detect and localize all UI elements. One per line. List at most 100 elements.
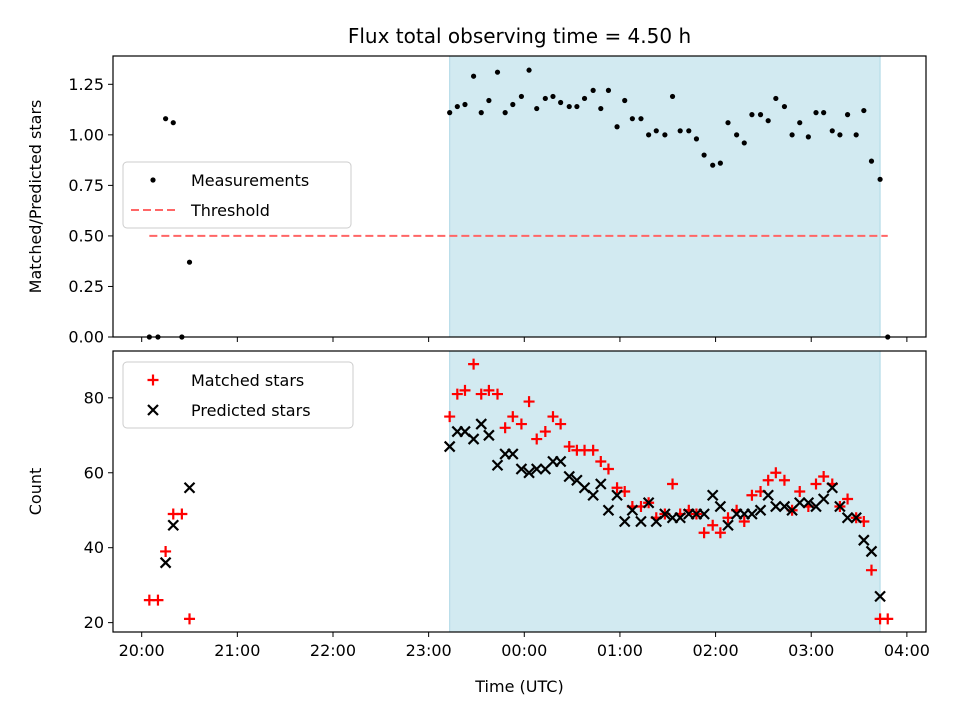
ratio-point-0-46: [765, 118, 771, 124]
count-point-1-50: [817, 493, 830, 505]
count-point-0-11: [483, 384, 495, 396]
ratio-point-0-60: [877, 176, 883, 182]
count-point-1-21: [587, 489, 599, 502]
legend-swatch-0: [147, 374, 159, 386]
count-point-0-12: [492, 388, 504, 400]
count-point-0-61: [882, 613, 894, 625]
ratio-point-0-21: [566, 103, 572, 110]
ratio-point-0-23: [581, 95, 588, 102]
ratio-point-0-36: [686, 128, 692, 134]
count-point-1-17: [554, 455, 567, 468]
count-x-tick-label: 23:00: [406, 641, 452, 660]
count-point-1-28: [642, 496, 655, 509]
ratio-point-0-3: [170, 120, 176, 126]
ratio-point-0-22: [574, 103, 580, 110]
ratio-point-0-20: [558, 99, 564, 106]
ratio-point-0-19: [550, 93, 556, 100]
ratio-point-0-45: [757, 112, 764, 118]
count-point-0-10: [475, 388, 487, 400]
legend-label-1: Threshold: [190, 201, 270, 220]
ratio-point-0-18: [542, 95, 548, 102]
count-point-1-48: [802, 496, 815, 509]
ratio-point-0-52: [813, 110, 819, 116]
ratio-point-0-16: [526, 67, 532, 73]
ratio-point-0-59: [868, 158, 875, 164]
ratio-point-0-49: [789, 132, 795, 138]
ratio-point-0-26: [605, 87, 612, 93]
ratio-point-0-31: [646, 132, 652, 138]
legend-label-0: Matched stars: [191, 371, 304, 390]
count-point-1-0: [159, 556, 172, 569]
count-y-tick-label: 40: [84, 538, 104, 557]
count-point-0-19: [547, 411, 559, 423]
ratio-point-0-11: [486, 97, 492, 104]
count-point-1-6: [467, 433, 480, 445]
count-point-1-53: [841, 511, 854, 524]
ratio-point-0-29: [629, 116, 635, 122]
count-point-0-39: [707, 519, 719, 531]
count-point-0-8: [459, 384, 471, 396]
count-point-1-26: [626, 504, 639, 517]
count-point-1-52: [834, 500, 846, 513]
count-point-0-20: [555, 418, 567, 430]
count-point-0-59: [865, 564, 877, 576]
count-point-0-25: [595, 456, 607, 468]
count-point-1-51: [826, 481, 839, 494]
ratio-point-0-5: [186, 259, 193, 265]
count-point-0-56: [842, 493, 854, 505]
count-point-0-5: [184, 613, 196, 625]
count-point-1-54: [850, 511, 862, 524]
ratio-point-0-37: [693, 136, 700, 142]
count-point-0-1: [152, 594, 164, 606]
count-point-1-42: [754, 504, 767, 517]
count-point-1-14: [530, 463, 543, 475]
count-point-0-47: [770, 467, 782, 479]
ratio-point-0-55: [837, 132, 843, 138]
count-point-1-35: [698, 508, 710, 520]
count-observing-span: [449, 350, 881, 633]
count-point-1-3: [443, 440, 456, 453]
x-axis-label: Time (UTC): [474, 677, 563, 696]
ratio-point-0-7: [454, 103, 460, 110]
ratio-legend: Measurements Threshold: [122, 161, 352, 229]
count-point-0-7: [451, 388, 463, 400]
count-point-0-38: [698, 527, 710, 539]
ratio-point-0-57: [853, 132, 859, 138]
ratio-point-0-58: [861, 107, 867, 114]
ratio-y-tick-label: 0.75: [68, 176, 104, 195]
ratio-y-tick-label: 0.50: [68, 226, 104, 245]
ratio-point-0-9: [470, 73, 477, 79]
count-y-tick-label: 60: [84, 463, 104, 482]
count-y-tick-label: 80: [84, 388, 104, 407]
count-point-1-27: [635, 515, 647, 528]
count-point-0-44: [746, 489, 758, 501]
count-point-1-9: [491, 459, 504, 472]
count-point-1-45: [778, 500, 791, 513]
ratio-point-0-35: [677, 128, 683, 134]
count-point-1-43: [762, 489, 774, 502]
ratio-point-0-27: [614, 124, 620, 130]
count-x-tick-label: 04:00: [884, 641, 930, 660]
count-point-0-27: [611, 482, 623, 494]
count-legend: Matched stars Predicted stars: [122, 361, 354, 429]
ratio-point-0-2: [163, 116, 169, 122]
count-point-0-43: [738, 515, 750, 527]
ratio-point-0-10: [478, 110, 484, 116]
count-x-tick-label: 02:00: [693, 641, 739, 660]
count-point-1-24: [611, 489, 623, 502]
count-point-1-2: [183, 481, 196, 494]
ratio-point-0-41: [725, 120, 731, 126]
legend-swatch-1: [147, 404, 159, 416]
count-x-tick-label: 22:00: [310, 641, 356, 660]
ratio-point-0-6: [447, 110, 453, 116]
figure-title: Flux total observing time = 4.50 h: [348, 24, 691, 48]
ratio-point-0-56: [844, 112, 851, 118]
ratio-point-0-42: [734, 132, 740, 138]
ratio-point-0-24: [590, 87, 596, 93]
count-point-0-40: [714, 527, 726, 539]
count-x-tick-label: 20:00: [119, 641, 165, 660]
count-point-0-6: [444, 411, 456, 423]
ratio-point-0-43: [741, 140, 747, 146]
ratio-point-0-40: [717, 160, 723, 166]
